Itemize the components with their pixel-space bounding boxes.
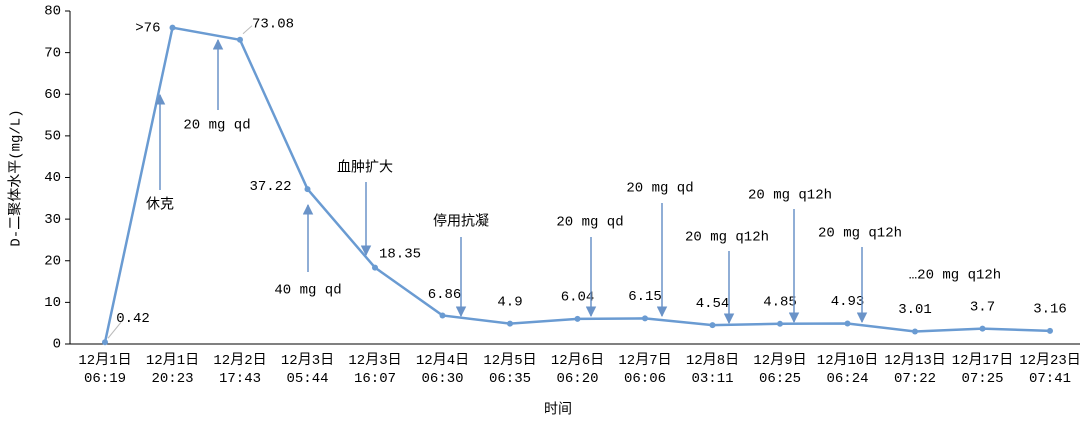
point — [169, 24, 176, 31]
y-tick-label: 20 — [44, 253, 61, 269]
annotation: 20 mg q12h — [748, 188, 832, 204]
point — [709, 322, 716, 329]
annotation: 停用抗凝 — [433, 213, 489, 231]
x-tick-label: 12月9日 06:25 — [753, 353, 807, 387]
x-tick-label: 12月3日 05:44 — [280, 353, 335, 387]
value-label: 3.16 — [1033, 302, 1067, 318]
annotation: …20 mg q12h — [909, 268, 1001, 284]
y-tick-label: 80 — [44, 4, 61, 20]
point — [912, 328, 918, 335]
point — [1047, 327, 1053, 334]
value-label: 6.04 — [561, 290, 595, 306]
x-tick-label: 12月6日 06:20 — [550, 353, 605, 387]
value-label: 6.15 — [628, 289, 662, 305]
x-tick-label: 12月17日 07:25 — [951, 353, 1014, 387]
x-tick-label: 12月1日 20:23 — [145, 353, 200, 387]
annotation: 20 mg qd — [183, 118, 250, 134]
annotation: 休克 — [146, 197, 174, 214]
value-label: 0.42 — [116, 311, 150, 327]
point — [979, 325, 986, 332]
x-tick-label: 12月10日 06:24 — [816, 353, 879, 387]
y-tick-label: 60 — [44, 87, 61, 103]
value-label: 4.85 — [763, 295, 797, 311]
value-label: >76 — [135, 20, 160, 36]
point — [237, 36, 243, 43]
annotation: 血肿扩大 — [337, 160, 393, 177]
y-tick-label: 10 — [44, 295, 61, 311]
value-label: 4.9 — [497, 294, 522, 310]
point — [642, 315, 648, 322]
annotation: 20 mg qd — [626, 181, 693, 197]
x-tick-label: 12月5日 06:35 — [483, 353, 537, 387]
point — [507, 320, 513, 327]
x-tick-label: 12月2日 17:43 — [213, 353, 267, 387]
x-tick-label: 12月8日 03:11 — [685, 353, 740, 387]
x-tick-label: 12月13日 07:22 — [884, 353, 946, 387]
value-label: 37.22 — [249, 179, 291, 195]
x-tick-label: 12月23日 07:41 — [1019, 353, 1080, 387]
annotation: 20 mg qd — [556, 215, 623, 231]
point — [777, 320, 783, 327]
value-label: 4.93 — [831, 294, 865, 310]
value-label: 6.86 — [428, 287, 462, 303]
point — [574, 315, 581, 322]
y-tick-label: 0 — [53, 337, 61, 353]
value-label: 73.08 — [252, 17, 294, 33]
point — [102, 339, 108, 346]
point — [372, 264, 378, 271]
value-label: 3.7 — [970, 299, 995, 315]
value-label: 3.01 — [898, 302, 932, 318]
x-axis-label: 时间 — [544, 402, 572, 419]
annotation: 20 mg q12h — [818, 226, 902, 242]
value-label: 4.54 — [696, 296, 730, 312]
point — [304, 186, 311, 193]
x-tick-label: 12月4日 06:30 — [415, 353, 470, 387]
leader-line — [242, 25, 253, 35]
point — [844, 320, 851, 327]
x-tick-label: 12月1日 06:19 — [78, 353, 132, 387]
y-tick-label: 30 — [44, 212, 61, 228]
point — [439, 312, 446, 319]
y-tick-label: 40 — [44, 170, 61, 186]
y-tick-label: 50 — [44, 129, 61, 145]
annotation: 20 mg q12h — [685, 230, 769, 246]
x-tick-label: 12月7日 06:06 — [618, 353, 672, 387]
leader-line — [107, 321, 122, 339]
y-tick-label: 70 — [44, 45, 61, 61]
value-label: 18.35 — [379, 246, 421, 262]
annotation: 40 mg qd — [274, 283, 341, 299]
y-axis-label: D-二聚体水平(mg/L) — [8, 109, 25, 246]
x-tick-label: 12月3日 16:07 — [348, 353, 402, 387]
